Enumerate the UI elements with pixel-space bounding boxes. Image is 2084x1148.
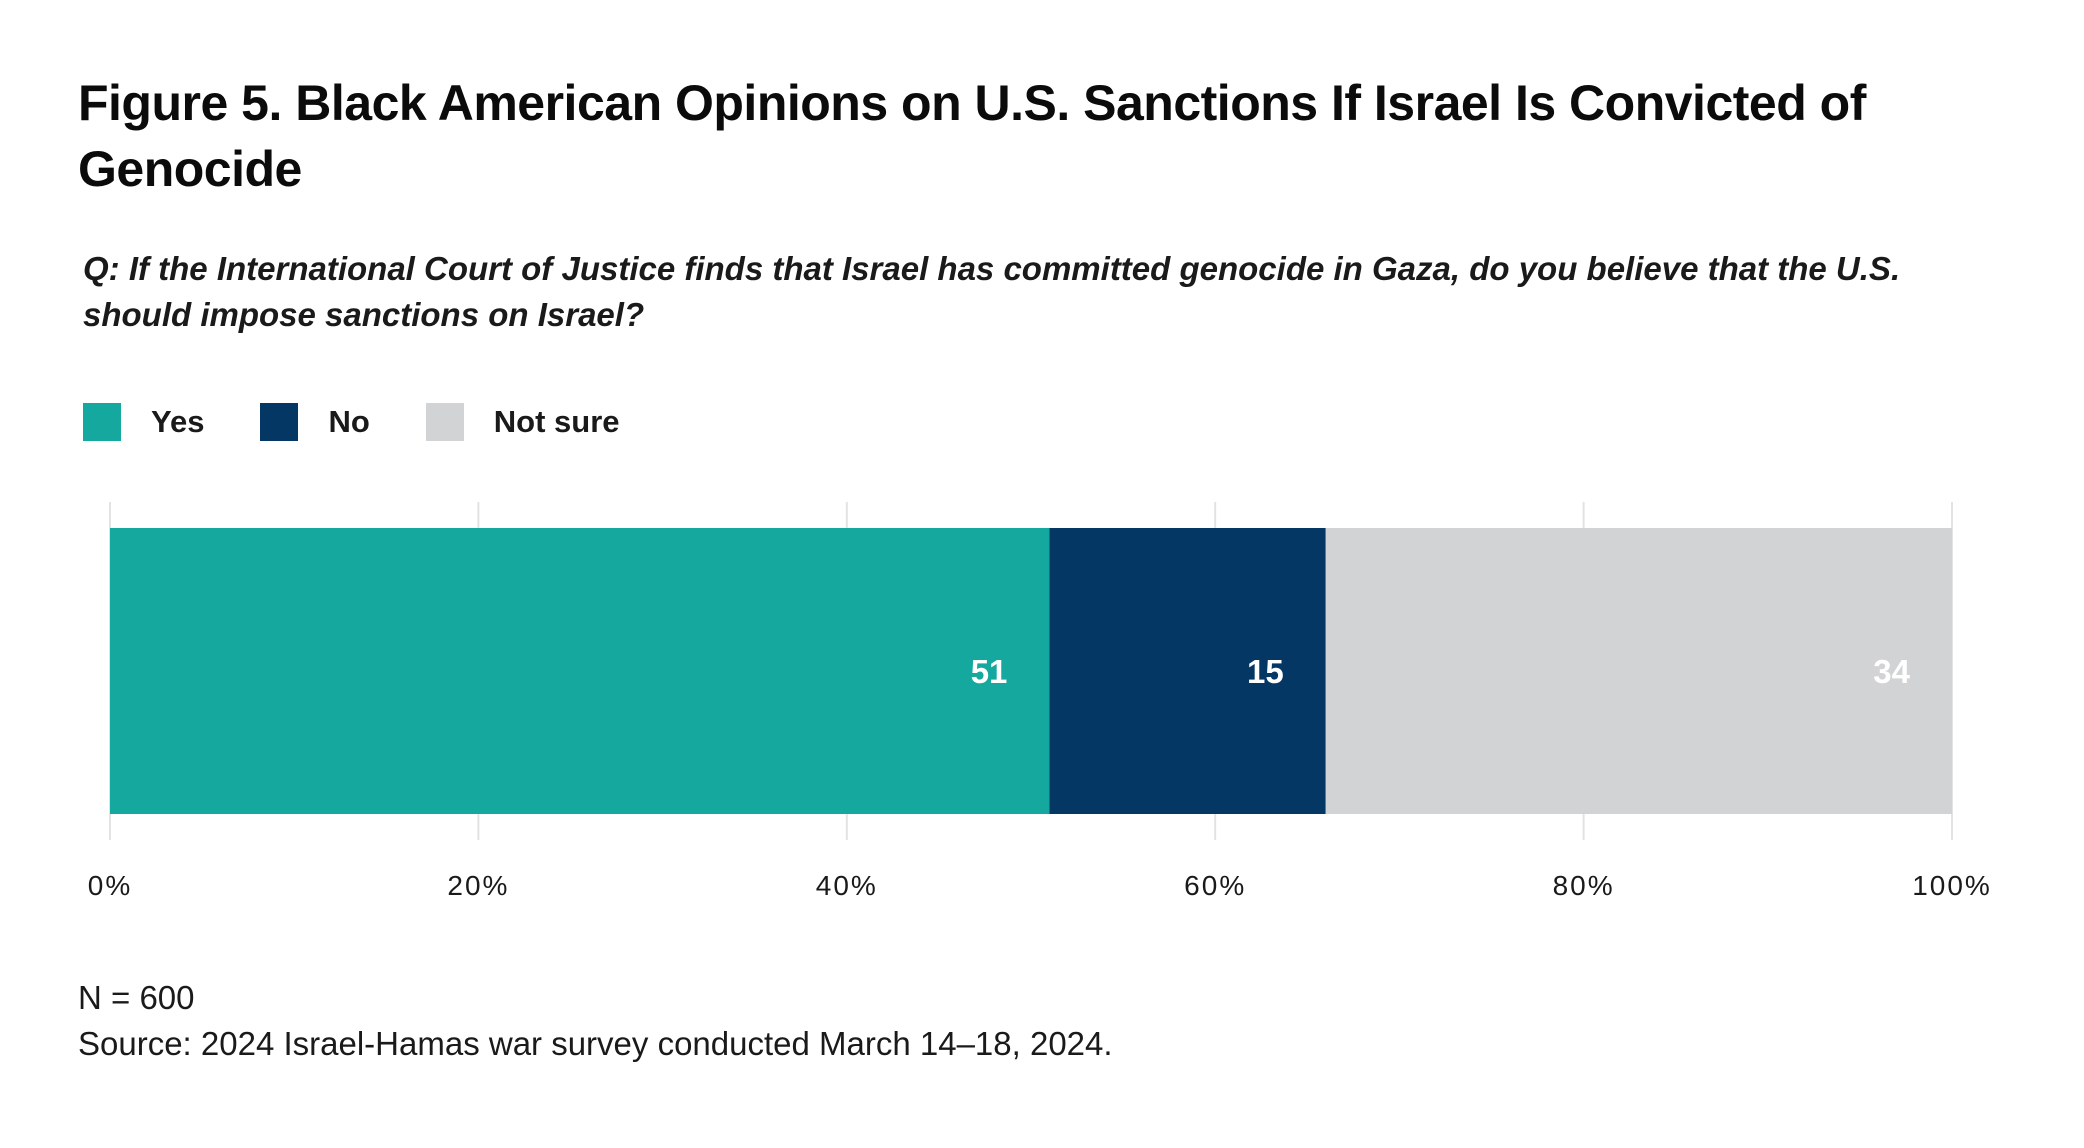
- legend-item-not-sure: Not sure: [425, 403, 620, 441]
- legend-item-yes: Yes: [83, 403, 204, 441]
- legend-label-not-sure: Not sure: [493, 404, 620, 439]
- bar-segment-no: [1049, 528, 1326, 814]
- x-tick-label-20: 20%: [447, 870, 509, 901]
- legend-swatch-yes: [83, 403, 121, 441]
- bar-segments: [110, 528, 1952, 814]
- legend-swatch-no: [260, 403, 299, 441]
- x-tick-label-40: 40%: [816, 870, 878, 901]
- legend-label-yes: Yes: [151, 404, 205, 439]
- source-note: Source: 2024 Israel-Hamas war survey con…: [78, 1025, 1113, 1062]
- data-label-not-sure: 34: [1873, 653, 1910, 690]
- legend: Yes No Not sure: [83, 400, 676, 444]
- survey-question: Q: If the International Court of Justice…: [83, 250, 1901, 333]
- x-tick-label-80: 80%: [1553, 870, 1615, 901]
- sample-size-note: N = 600: [78, 979, 195, 1016]
- chart-footer: N = 600 Source: 2024 Israel-Hamas war su…: [78, 975, 1113, 1067]
- x-tick-label-0: 0%: [88, 870, 132, 901]
- chart-title: Figure 5. Black American Opinions on U.S…: [78, 75, 1866, 197]
- x-axis-ticks: 0% 20% 40% 60% 80% 100%: [88, 870, 1992, 901]
- data-labels: 51 15 34: [971, 653, 1911, 690]
- data-label-yes: 51: [971, 653, 1008, 690]
- legend-label-no: No: [328, 404, 370, 439]
- bar-segment-yes: [110, 528, 1050, 814]
- x-tick-label-60: 60%: [1184, 870, 1246, 901]
- legend-swatch-not-sure: [425, 403, 464, 441]
- stacked-bar-chart: 51 15 34 0% 20% 40% 60% 80% 100%: [88, 502, 1992, 901]
- data-label-no: 15: [1247, 653, 1284, 690]
- x-tick-label-100: 100%: [1912, 870, 1992, 901]
- bar-segment-not-sure: [1325, 528, 1952, 814]
- legend-item-no: No: [260, 403, 370, 441]
